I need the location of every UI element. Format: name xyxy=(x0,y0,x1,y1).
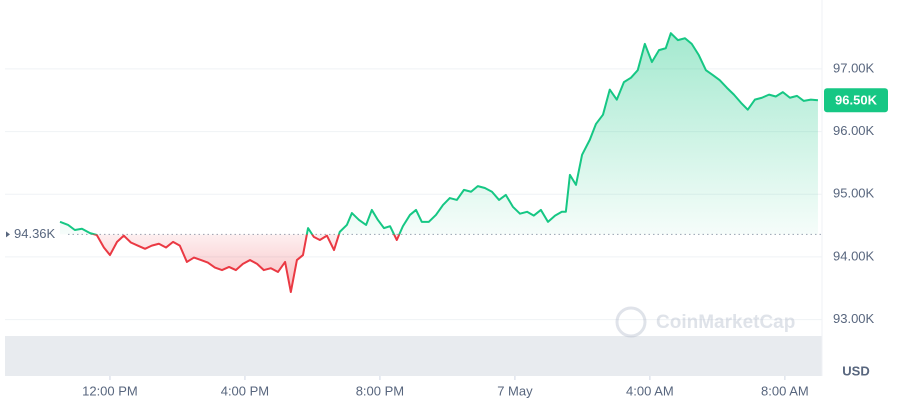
currency-label: USD xyxy=(842,363,869,378)
x-tick-label: 8:00 AM xyxy=(761,383,809,398)
x-tick-label: 4:00 AM xyxy=(626,383,674,398)
watermark-text: CoinMarketCap xyxy=(656,312,795,333)
watermark: CoinMarketCap xyxy=(615,306,795,338)
y-tick-label: 93.00K xyxy=(833,311,875,326)
baseline-label: 94.36K xyxy=(14,226,56,241)
y-tick-label: 97.00K xyxy=(833,60,875,75)
x-tick-label: 8:00 PM xyxy=(356,383,404,398)
price-area xyxy=(60,33,818,293)
x-tick-label: 4:00 PM xyxy=(221,383,269,398)
last-price-tag xyxy=(824,88,888,113)
y-tick-label: 95.00K xyxy=(833,186,875,201)
price-line xyxy=(59,32,819,294)
last-price-label: 96.50K xyxy=(835,93,878,108)
x-tick-label: 12:00 PM xyxy=(82,383,138,398)
y-tick-label: 94.00K xyxy=(833,248,875,263)
volume-band xyxy=(5,336,822,376)
x-tick-label: 7 May xyxy=(497,383,533,398)
y-tick-label: 96.00K xyxy=(833,123,875,138)
baseline-arrow xyxy=(6,231,10,238)
